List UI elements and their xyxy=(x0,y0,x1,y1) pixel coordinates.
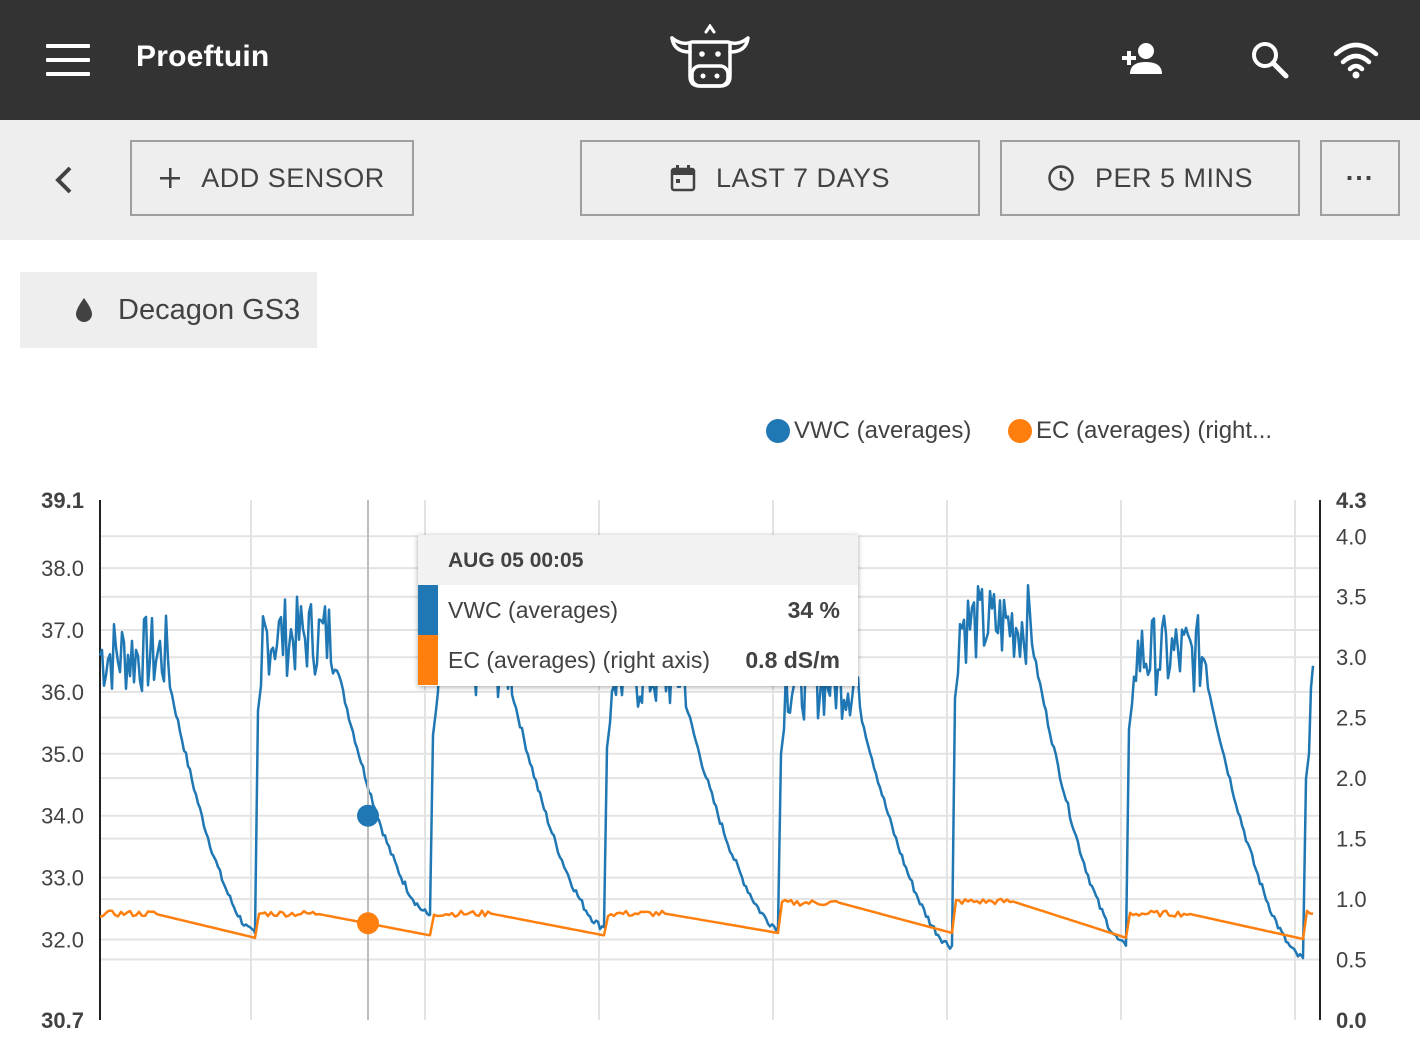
tooltip-label-ec: EC (averages) (right axis) xyxy=(448,647,711,673)
vwc-series-line xyxy=(98,584,1315,960)
legend-dot-ec xyxy=(1008,419,1032,443)
clock-icon xyxy=(1048,165,1074,191)
y-right-tick-label: 3.5 xyxy=(1336,585,1367,610)
hover-point-ec xyxy=(357,912,379,935)
ec-series-line xyxy=(99,897,1313,941)
legend-item-ec[interactable]: EC (averages) (right... xyxy=(1008,414,1272,448)
page-title: Proeftuin xyxy=(136,40,270,73)
chart-tooltip: AUG 05 00:05 VWC (averages) 34 % EC (ave… xyxy=(418,535,858,686)
add-sensor-label: ADD SENSOR xyxy=(201,162,385,193)
calendar-icon xyxy=(670,165,696,192)
wifi-icon[interactable] xyxy=(1332,36,1380,84)
tooltip-value-vwc: 34 % xyxy=(787,597,840,623)
y-left-tick-label: 36.0 xyxy=(41,680,84,705)
back-chevron-icon[interactable] xyxy=(48,164,80,196)
more-options-button[interactable]: ··· xyxy=(1320,140,1400,216)
toolbar: ADD SENSOR LAST 7 DAYS PER 5 MINS ··· xyxy=(0,120,1420,240)
plus-icon xyxy=(160,168,181,188)
y-right-tick-label: 4.0 xyxy=(1336,524,1367,549)
y-left-tick-label: 35.0 xyxy=(41,742,84,767)
legend-item-vwc[interactable]: VWC (averages) xyxy=(766,414,971,448)
sensor-chip[interactable]: Decagon GS3 xyxy=(20,272,317,348)
y-left-tick-label: 30.7 xyxy=(41,1008,84,1033)
y-right-tick-label: 2.5 xyxy=(1336,706,1367,731)
y-right-tick-label: 0.5 xyxy=(1336,948,1367,973)
y-left-tick-label: 37.0 xyxy=(41,618,84,643)
y-left-tick-label: 33.0 xyxy=(41,866,84,891)
tooltip-row-ec: EC (averages) (right axis) 0.8 dS/m xyxy=(418,635,858,685)
water-drop-icon xyxy=(76,298,92,322)
date-range-label: LAST 7 DAYS xyxy=(715,162,891,193)
interval-button[interactable]: PER 5 MINS xyxy=(1000,140,1300,216)
tooltip-row-vwc: VWC (averages) 34 % xyxy=(418,585,858,635)
menu-icon[interactable] xyxy=(46,44,90,76)
tooltip-title: AUG 05 00:05 xyxy=(418,535,858,585)
add-person-icon[interactable] xyxy=(1118,36,1166,84)
hover-point-vwc xyxy=(357,804,379,827)
y-right-tick-label: 0.0 xyxy=(1336,1008,1367,1033)
tooltip-swatch-vwc xyxy=(418,585,438,635)
y-left-tick-label: 34.0 xyxy=(41,804,84,829)
y-left-tick-label: 38.0 xyxy=(41,556,84,581)
legend-label-ec: EC (averages) (right... xyxy=(1036,417,1273,444)
y-right-tick-label: 4.3 xyxy=(1336,488,1367,513)
tooltip-swatch-ec xyxy=(418,635,438,685)
interval-label: PER 5 MINS xyxy=(1094,162,1254,193)
y-right-tick-label: 2.0 xyxy=(1336,766,1367,791)
app-bar: Proeftuin xyxy=(0,0,1420,120)
y-left-tick-label: 32.0 xyxy=(41,928,84,953)
add-sensor-button[interactable]: ADD SENSOR xyxy=(130,140,414,216)
y-left-tick-label: 39.1 xyxy=(41,488,84,513)
y-right-tick-label: 1.0 xyxy=(1336,887,1367,912)
date-range-button[interactable]: LAST 7 DAYS xyxy=(580,140,980,216)
cow-logo-icon[interactable] xyxy=(668,24,752,90)
y-right-tick-label: 1.5 xyxy=(1336,827,1367,852)
more-dots-icon: ··· xyxy=(1345,162,1375,193)
legend-label-vwc: VWC (averages) xyxy=(794,417,972,444)
sensor-chip-label: Decagon GS3 xyxy=(118,293,301,326)
legend-dot-vwc xyxy=(766,419,790,443)
search-icon[interactable] xyxy=(1246,36,1294,84)
tooltip-label-vwc: VWC (averages) xyxy=(448,597,618,623)
tooltip-value-ec: 0.8 dS/m xyxy=(745,647,840,673)
y-right-tick-label: 3.0 xyxy=(1336,645,1367,670)
